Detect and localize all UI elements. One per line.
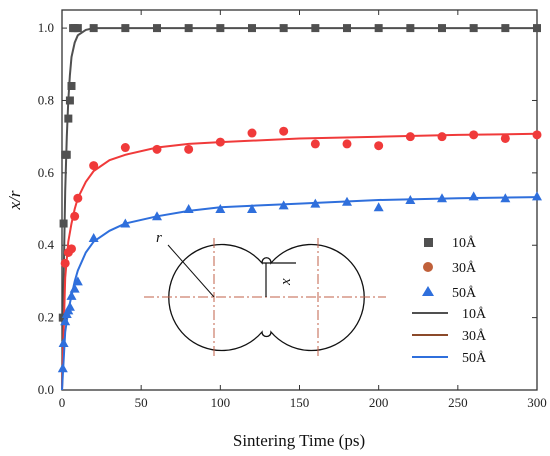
- data-point-30a: [120, 143, 130, 153]
- inset-radius-line: [167, 244, 215, 298]
- legend-marker-10a: [424, 238, 433, 247]
- data-point-50a: [310, 198, 321, 208]
- x-tick-label: 150: [290, 395, 310, 410]
- y-tick-label: 0.4: [38, 237, 55, 252]
- data-points-layer: [57, 24, 542, 373]
- data-point-30a: [89, 161, 99, 171]
- data-point-50a: [532, 191, 542, 201]
- x-tick-label: 50: [135, 395, 148, 410]
- data-point-50a: [72, 276, 83, 286]
- legend-label-30a: 30Å: [452, 260, 477, 276]
- data-point-30a: [437, 132, 447, 142]
- legend: 10Å 30Å 50Å 10Å 30Å 50Å: [412, 235, 487, 366]
- x-tick-label: 200: [369, 395, 389, 410]
- legend-line-label-50a: 50Å: [462, 350, 487, 366]
- data-point-10a: [121, 24, 130, 33]
- data-point-50a: [120, 218, 131, 228]
- axes-layer: 0 50 100 150 200 250 300 0.0 0.2 0.4 0.6 0.8 1.0: [38, 10, 547, 410]
- x-tick-label: 100: [211, 395, 231, 410]
- inset-radius-label: r: [156, 230, 162, 246]
- data-point-30a: [310, 139, 320, 149]
- y-tick-label: 0.2: [38, 310, 54, 325]
- data-point-10a: [67, 82, 76, 90]
- x-tick-label: 300: [527, 395, 547, 410]
- data-point-10a: [343, 24, 351, 33]
- data-point-30a: [500, 133, 510, 143]
- data-point-50a: [437, 193, 447, 203]
- data-point-10a: [248, 24, 256, 33]
- data-point-10a: [62, 150, 71, 159]
- data-point-10a: [73, 24, 82, 33]
- neck-geometry-inset: r x: [144, 230, 386, 356]
- data-point-10a: [533, 24, 541, 33]
- legend-line-label-30a: 30Å: [462, 328, 487, 344]
- data-point-30a: [405, 132, 415, 142]
- data-point-50a: [373, 202, 384, 212]
- data-point-30a: [152, 144, 162, 154]
- data-point-50a: [183, 204, 194, 214]
- y-tick-label: 0.0: [38, 382, 54, 397]
- y-tick-label: 0.6: [38, 165, 55, 180]
- data-point-30a: [60, 258, 70, 268]
- data-point-10a: [89, 24, 98, 33]
- data-point-30a: [279, 126, 289, 136]
- data-point-50a: [60, 316, 71, 326]
- fit-line-30a: [61, 132, 538, 391]
- data-point-50a: [88, 233, 99, 242]
- data-point-30a: [247, 128, 257, 138]
- data-point-30a: [67, 244, 76, 254]
- x-tick-label: 0: [59, 395, 66, 410]
- data-point-10a: [311, 24, 320, 33]
- data-point-50a: [468, 191, 479, 201]
- data-point-30a: [70, 211, 80, 221]
- data-point-50a: [57, 363, 68, 373]
- data-point-50a: [405, 195, 416, 204]
- data-point-50a: [247, 204, 257, 214]
- data-point-10a: [59, 219, 68, 228]
- data-point-50a: [152, 211, 162, 221]
- legend-label-50a: 50Å: [452, 285, 477, 301]
- data-point-10a: [216, 24, 225, 33]
- data-point-30a: [469, 130, 479, 140]
- data-point-50a: [66, 290, 77, 300]
- fit-line-50a: [61, 196, 538, 391]
- data-point-30a: [73, 193, 83, 203]
- data-point-50a: [342, 196, 352, 206]
- data-point-10a: [184, 24, 193, 33]
- data-point-30a: [184, 144, 194, 154]
- data-point-50a: [500, 193, 511, 203]
- data-point-10a: [374, 24, 383, 33]
- data-point-10a: [64, 114, 73, 123]
- data-point-10a: [65, 96, 74, 105]
- y-tick-label: 1.0: [38, 20, 54, 35]
- data-point-10a: [406, 24, 415, 33]
- legend-line-label-10a: 10Å: [462, 306, 487, 322]
- legend-marker-50a: [422, 286, 434, 296]
- inset-neck-label: x: [278, 278, 294, 286]
- data-point-30a: [374, 141, 384, 151]
- data-point-50a: [69, 283, 80, 293]
- two-sphere-outline: [168, 243, 365, 352]
- data-point-10a: [469, 24, 478, 33]
- data-point-10a: [501, 24, 510, 33]
- data-point-30a: [342, 139, 352, 149]
- y-tick-label: 0.8: [38, 92, 54, 107]
- data-point-50a: [64, 301, 75, 311]
- data-point-30a: [215, 137, 225, 147]
- data-point-10a: [279, 24, 288, 33]
- y-axis-title: x/r: [5, 190, 24, 210]
- x-axis-title: Sintering Time (ps): [233, 431, 365, 450]
- data-point-50a: [278, 200, 289, 210]
- data-point-10a: [153, 24, 161, 33]
- data-point-10a: [438, 24, 446, 33]
- data-point-50a: [58, 337, 69, 347]
- data-point-50a: [215, 204, 226, 214]
- legend-label-10a: 10Å: [452, 235, 477, 251]
- x-tick-label: 250: [448, 395, 468, 410]
- legend-marker-30a: [423, 262, 433, 272]
- data-point-30a: [532, 130, 542, 140]
